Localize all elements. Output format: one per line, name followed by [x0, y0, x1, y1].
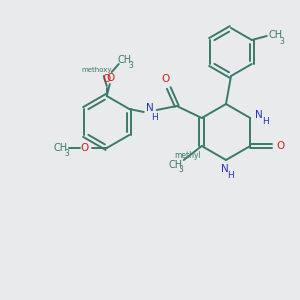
Text: O: O	[81, 143, 89, 153]
Text: O: O	[106, 73, 115, 83]
Text: N: N	[221, 164, 229, 174]
Text: N: N	[255, 110, 263, 120]
Text: H: H	[262, 116, 268, 125]
Text: 3: 3	[178, 166, 183, 175]
Text: 3: 3	[128, 61, 133, 70]
Text: CH: CH	[118, 55, 132, 65]
Text: O: O	[103, 74, 111, 84]
Text: CH: CH	[54, 143, 68, 153]
Text: H: H	[152, 112, 158, 122]
Text: H: H	[226, 172, 233, 181]
Text: O: O	[276, 141, 284, 151]
Text: CH: CH	[269, 30, 283, 40]
Text: CH: CH	[169, 160, 183, 170]
Text: 3: 3	[64, 149, 69, 158]
Text: 3: 3	[279, 37, 284, 46]
Text: O: O	[162, 74, 170, 84]
Text: methyl: methyl	[174, 152, 201, 160]
Text: N: N	[146, 103, 154, 113]
Text: methoxy: methoxy	[82, 67, 112, 73]
